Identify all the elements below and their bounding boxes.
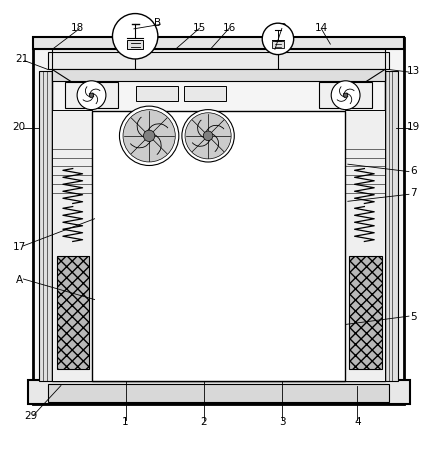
Circle shape (123, 110, 175, 162)
Bar (33, 38, 404, 404)
Text: 16: 16 (223, 23, 237, 32)
Text: A: A (15, 275, 23, 285)
Text: 29: 29 (24, 411, 37, 421)
Bar (28, 380, 410, 404)
Bar (48, 52, 389, 70)
Circle shape (185, 113, 231, 159)
Text: 14: 14 (315, 23, 328, 32)
Bar (385, 71, 398, 381)
Text: 1: 1 (122, 417, 128, 427)
Circle shape (203, 131, 213, 141)
Circle shape (182, 110, 234, 162)
Text: 15: 15 (193, 23, 206, 32)
Text: 3: 3 (279, 417, 286, 427)
Text: 6: 6 (410, 166, 417, 176)
Bar (57, 256, 89, 369)
Bar (65, 82, 118, 108)
Text: 13: 13 (406, 66, 420, 76)
Circle shape (343, 93, 348, 97)
Text: 5: 5 (410, 312, 417, 322)
Bar (39, 71, 52, 381)
Circle shape (113, 14, 158, 59)
Text: 4: 4 (354, 417, 361, 427)
Text: B: B (154, 18, 162, 28)
Text: 18: 18 (71, 23, 84, 32)
Bar (272, 40, 284, 49)
Bar (345, 111, 385, 381)
Bar (52, 111, 92, 381)
Circle shape (77, 81, 106, 110)
Text: 20: 20 (12, 122, 25, 132)
Circle shape (89, 93, 94, 97)
Circle shape (331, 81, 360, 110)
Text: 8: 8 (279, 23, 286, 32)
Text: 7: 7 (410, 188, 417, 198)
Text: 19: 19 (406, 122, 420, 132)
Bar (127, 40, 143, 49)
Bar (33, 37, 404, 49)
Bar (184, 86, 226, 101)
Bar (136, 86, 177, 101)
Text: 2: 2 (201, 417, 207, 427)
Text: 21: 21 (15, 55, 28, 65)
Circle shape (120, 106, 179, 166)
Bar (349, 256, 382, 369)
Bar (319, 82, 372, 108)
Bar (48, 384, 389, 402)
Bar (92, 111, 345, 381)
Circle shape (144, 130, 155, 142)
Circle shape (262, 23, 293, 55)
Text: 17: 17 (12, 242, 26, 252)
Bar (52, 70, 385, 81)
Bar (52, 71, 385, 381)
